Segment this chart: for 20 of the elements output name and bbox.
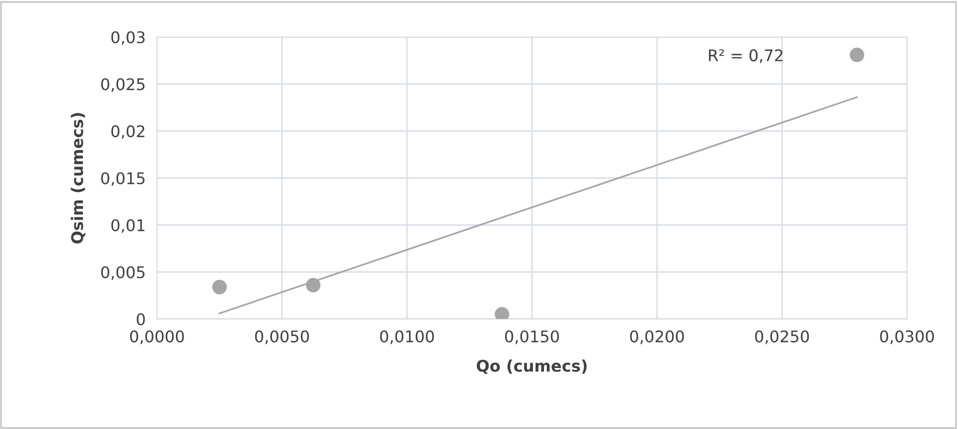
point (306, 278, 321, 292)
x-tick-label: 0,0300 (880, 330, 934, 344)
point (212, 280, 227, 294)
y-tick-label: 0,025 (101, 78, 144, 92)
y-tick-label: 0,02 (111, 125, 144, 139)
y-tick-label: 0 (136, 313, 145, 326)
y-tick-label: 0,005 (101, 266, 144, 280)
x-tick-label: 0,0000 (130, 330, 184, 344)
x-tick-label: 0,0100 (380, 330, 434, 344)
x-tick-label: 0,0050 (255, 330, 309, 344)
x-tick-label: 0,0200 (630, 330, 684, 344)
annotation: R² = 0,72 (709, 49, 782, 64)
y-tick-label: 0,015 (101, 172, 144, 186)
x-tick-label: 0,0250 (755, 330, 809, 344)
x-axis-title: Qo (cumecs) (476, 359, 587, 374)
y-axis-title: Qsim (cumecs) (70, 113, 86, 244)
y-tick-label: 0,03 (111, 31, 145, 45)
y-tick-label: 0,01 (111, 219, 144, 233)
point (850, 48, 864, 62)
x-tick-label: 0,0150 (505, 330, 559, 344)
